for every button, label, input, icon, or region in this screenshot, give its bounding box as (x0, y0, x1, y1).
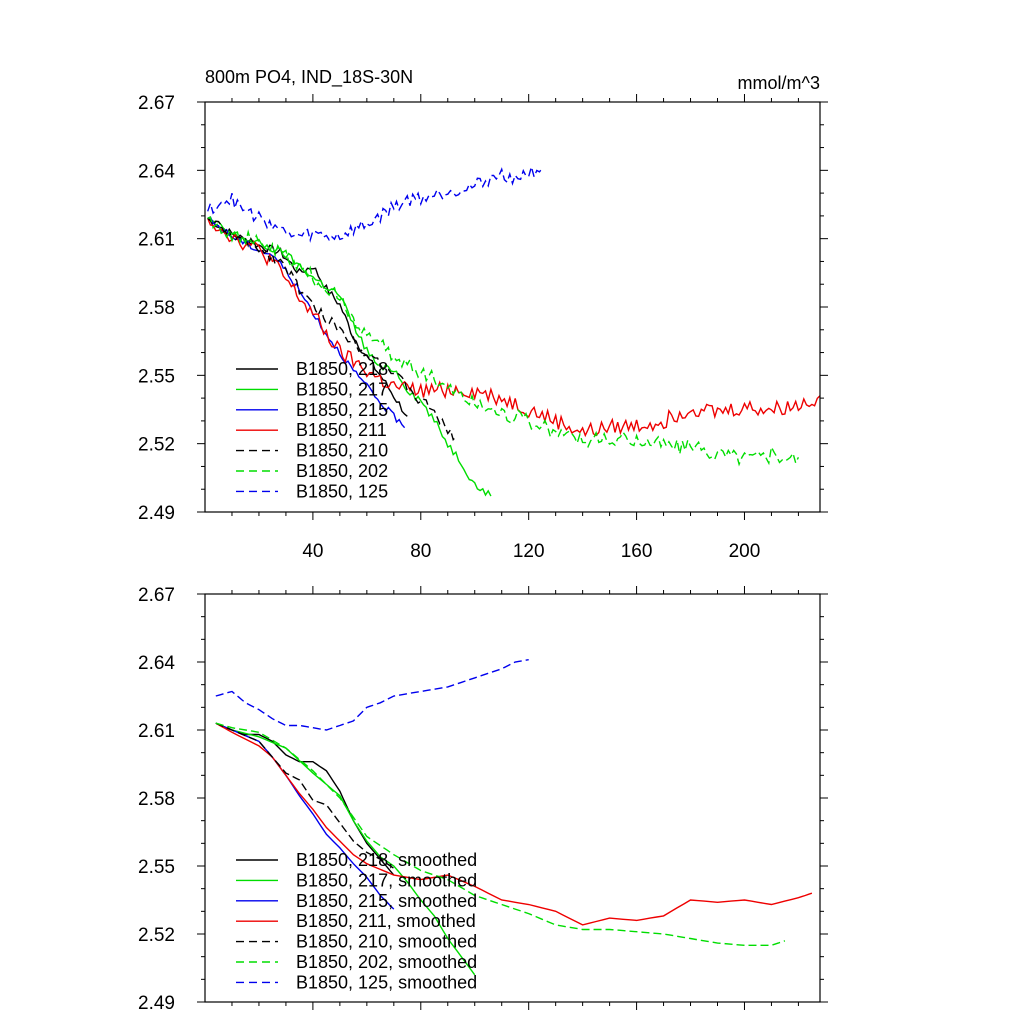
x-tick-label: 200 (729, 541, 761, 562)
legend-label: B1850, 218 (296, 359, 388, 379)
legend-label: B1850, 217, smoothed (296, 870, 477, 890)
series-group (207, 164, 820, 497)
legend-label: B1850, 202, smoothed (296, 952, 477, 972)
legend-label: B1850, 215 (296, 400, 388, 420)
legend-label: B1850, 125, smoothed (296, 972, 477, 992)
series-line (215, 722, 395, 910)
series-line (215, 722, 786, 946)
chart-title: 800m PO4, IND_18S-30N (205, 67, 413, 88)
series-line (207, 217, 457, 441)
legend-label: B1850, 211 (296, 420, 387, 440)
y-tick-label: 2.58 (138, 298, 175, 319)
y-tick-label: 2.55 (138, 366, 175, 387)
legend-label: B1850, 202 (296, 461, 388, 481)
series-line (215, 722, 395, 869)
legend-label: B1850, 211, smoothed (296, 911, 476, 931)
series-line (215, 722, 813, 926)
series-line (207, 216, 800, 467)
series-line (215, 722, 476, 976)
y-tick-label: 2.61 (138, 230, 175, 251)
x-tick-label: 160 (621, 541, 653, 562)
units-label: mmol/m^3 (738, 73, 820, 93)
legend-label: B1850, 125 (296, 481, 388, 501)
y-tick-label: 2.49 (138, 993, 175, 1014)
y-tick-label: 2.61 (138, 721, 175, 742)
bottom-panel: 2.49 2.52 2.55 2.58 2.61 2.64 2.67 B1850, 218, … (138, 585, 828, 1014)
series-line (207, 217, 408, 417)
y-tick-label: 2.52 (138, 925, 175, 946)
y-tick-label: 2.67 (138, 585, 175, 606)
y-tick-label: 2.55 (138, 857, 175, 878)
legend-label: B1850, 217 (296, 379, 388, 399)
x-tick-label: 120 (513, 541, 545, 562)
y-tick-label: 2.58 (138, 789, 175, 810)
top-panel: 2.49 2.52 2.55 2.58 2.61 2.64 2.67 40 80 120 160 20… (138, 67, 828, 562)
series-line (207, 217, 820, 438)
series-group (215, 659, 813, 976)
y-tick-label: 2.67 (138, 93, 175, 114)
x-tick-label: 80 (410, 541, 431, 562)
x-tick-label: 40 (302, 541, 323, 562)
y-tick-label: 2.52 (138, 435, 175, 456)
legend-label: B1850, 218, smoothed (296, 850, 477, 870)
legend-label: B1850, 215, smoothed (296, 891, 477, 911)
legend-label: B1850, 210, smoothed (296, 932, 477, 952)
y-tick-label: 2.64 (138, 161, 175, 182)
y-tick-label: 2.49 (138, 503, 175, 524)
y-tick-label: 2.64 (138, 653, 175, 674)
series-line (207, 164, 543, 243)
legend-label: B1850, 210 (296, 441, 388, 461)
series-line (215, 659, 529, 731)
